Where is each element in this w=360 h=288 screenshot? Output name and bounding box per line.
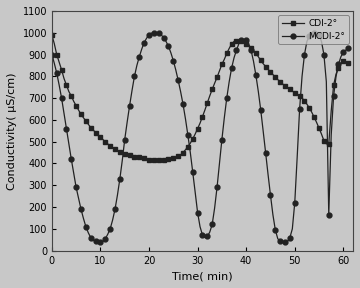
- MCDI-2°: [280, 241, 285, 244]
- MCDI-2°: [135, 64, 139, 67]
- CDI-2°: [152, 158, 156, 162]
- CDI-2°: [79, 113, 83, 116]
- Line: MCDI-2°: MCDI-2°: [49, 30, 351, 245]
- CDI-2°: [346, 61, 350, 65]
- CDI-2°: [84, 119, 88, 123]
- CDI-2°: [67, 90, 71, 93]
- MCDI-2°: [84, 225, 88, 228]
- CDI-2°: [50, 33, 54, 37]
- MCDI-2°: [181, 103, 185, 106]
- MCDI-2°: [346, 46, 350, 50]
- CDI-2°: [293, 91, 297, 94]
- MCDI-2°: [50, 53, 54, 56]
- Legend: CDI-2°, MCDI-2°: CDI-2°, MCDI-2°: [278, 16, 348, 44]
- Line: CDI-2°: CDI-2°: [49, 33, 351, 163]
- MCDI-2°: [67, 142, 71, 146]
- CDI-2°: [181, 151, 185, 154]
- Y-axis label: Conductivity( μS/cm): Conductivity( μS/cm): [7, 72, 17, 190]
- CDI-2°: [135, 155, 139, 159]
- X-axis label: Time( min): Time( min): [172, 271, 233, 281]
- MCDI-2°: [79, 208, 83, 211]
- MCDI-2°: [295, 155, 300, 159]
- MCDI-2°: [152, 31, 156, 35]
